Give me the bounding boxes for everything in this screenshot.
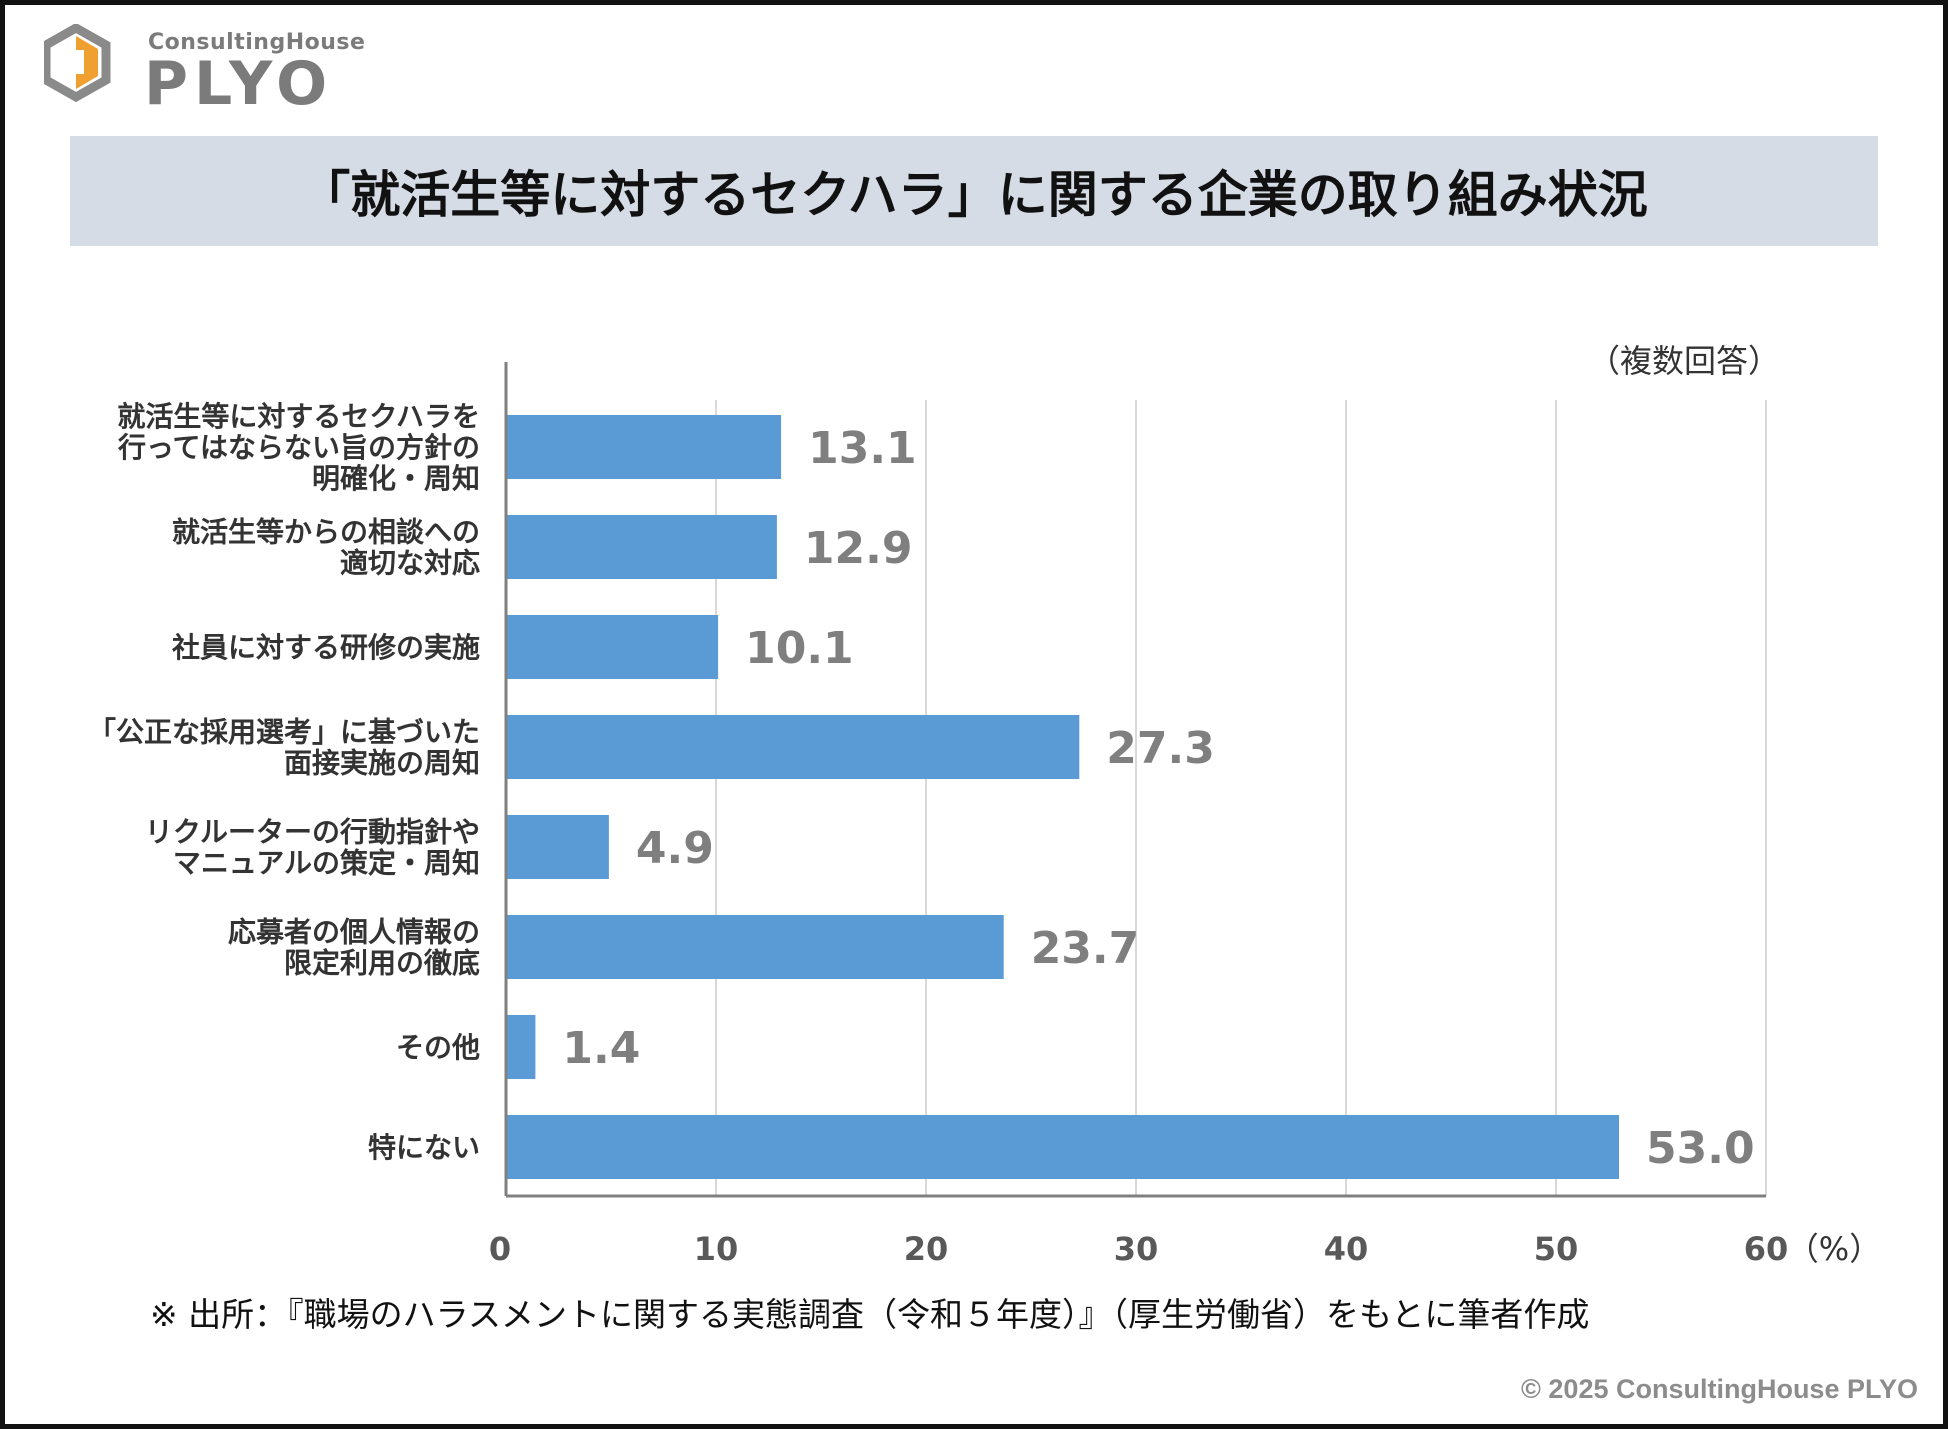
data-label: 10.1	[745, 623, 854, 674]
category-label-line: 明確化・周知	[312, 462, 480, 495]
data-label: 27.3	[1106, 723, 1215, 774]
category-label: 社員に対する研修の実施	[172, 631, 480, 664]
category-label-line: 行ってはならない旨の方針の	[117, 431, 480, 464]
category-label: 応募者の個人情報の限定利用の徹底	[228, 916, 480, 980]
bar	[506, 515, 777, 579]
bar	[506, 1015, 536, 1079]
data-label: 23.7	[1031, 923, 1140, 974]
logo-mark-core	[68, 50, 84, 74]
category-label: 特にない	[368, 1131, 480, 1164]
data-label: 53.0	[1646, 1123, 1755, 1174]
category-label-line: 就活生等に対するセクハラを	[117, 400, 480, 433]
category-label-line: 就活生等からの相談への	[172, 516, 480, 549]
logo-mark-icon	[44, 24, 111, 103]
category-label: リクルーターの行動指針やマニュアルの策定・周知	[145, 816, 480, 880]
data-label: 12.9	[804, 523, 913, 574]
x-tick-label: 10	[694, 1230, 739, 1268]
bar	[506, 715, 1080, 779]
bar	[506, 615, 719, 679]
data-label: 13.1	[808, 423, 917, 474]
data-label: 1.4	[562, 1023, 640, 1074]
x-tick-label: 50	[1534, 1230, 1579, 1268]
brand-logo: ConsultingHouse PLYO	[44, 24, 374, 120]
category-label-line: 社員に対する研修の実施	[172, 631, 480, 664]
category-label-line: 限定利用の徹底	[284, 947, 480, 980]
page-title: 「就活生等に対するセクハラ」に関する企業の取り組み状況	[300, 166, 1648, 224]
category-label-line: 「公正な採用選考」に基づいた	[88, 716, 480, 749]
bar	[506, 915, 1004, 979]
x-tick-label: 30	[1114, 1230, 1159, 1268]
category-label-line: リクルーターの行動指針や	[145, 816, 480, 849]
category-label: 「公正な採用選考」に基づいた面接実施の周知	[88, 716, 480, 780]
source-note: ※ 出所：『職場のハラスメントに関する実態調査（令和５年度）』（厚生労働省）をも…	[150, 1295, 1590, 1334]
x-unit-label: （%）	[1787, 1230, 1881, 1268]
category-label: 就活生等に対するセクハラを行ってはならない旨の方針の明確化・周知	[117, 400, 480, 495]
copyright-text: © 2025 ConsultingHouse PLYO	[1521, 1374, 1918, 1404]
x-tick-label: 0	[489, 1230, 511, 1268]
category-label-line: 特にない	[368, 1131, 480, 1164]
x-tick-label: 20	[904, 1230, 949, 1268]
category-label: 就活生等からの相談への適切な対応	[172, 516, 480, 580]
category-label-line: 適切な対応	[340, 547, 480, 580]
logo-subtitle: ConsultingHouse	[148, 30, 366, 55]
bar	[506, 815, 609, 879]
category-label-line: マニュアルの策定・周知	[173, 847, 480, 880]
logo-mark-inner	[76, 36, 98, 89]
chart-annotation: （複数回答）	[1588, 342, 1780, 380]
title-band: 「就活生等に対するセクハラ」に関する企業の取り組み状況	[70, 136, 1878, 246]
category-label: その他	[396, 1031, 480, 1064]
category-label-line: その他	[396, 1031, 480, 1064]
data-label: 4.9	[636, 823, 714, 874]
category-label-line: 応募者の個人情報の	[228, 916, 480, 949]
logo-mark-outer	[44, 24, 111, 103]
bar	[506, 415, 782, 479]
x-tick-label: 40	[1324, 1230, 1369, 1268]
logo-wordmark: PLYO	[144, 49, 334, 119]
bar	[506, 1115, 1619, 1179]
x-tick-label: 60	[1744, 1230, 1789, 1268]
category-label-line: 面接実施の周知	[284, 747, 480, 780]
